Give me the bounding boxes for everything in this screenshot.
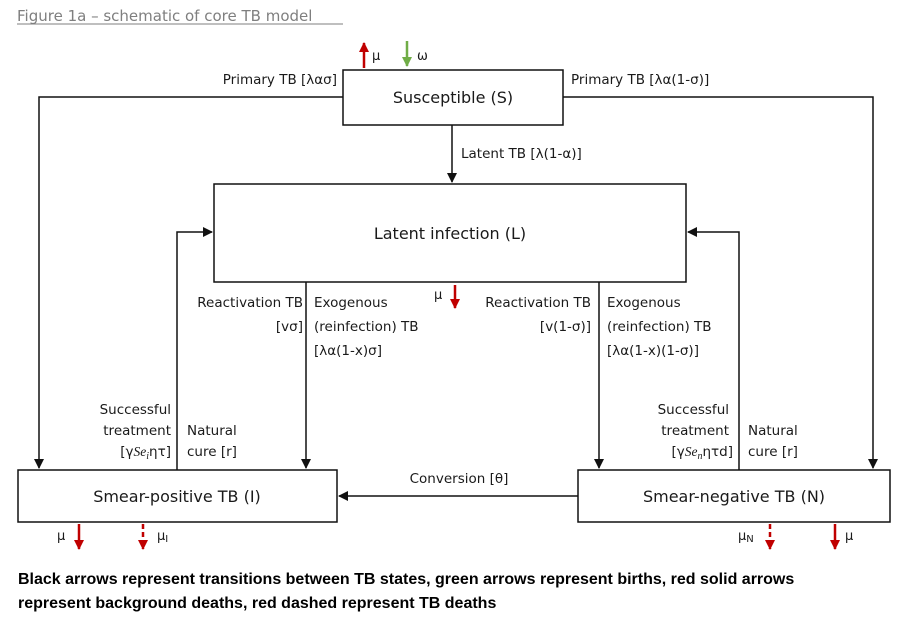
- natural-cure-left-line2: cure [r]: [187, 444, 237, 460]
- primary-tb-right-label: Primary TB [λα(1-σ)]: [571, 72, 709, 88]
- successful-treatment-left-line2: treatment: [103, 423, 171, 439]
- i-tb-death-label: μI: [157, 529, 168, 545]
- successful-treatment-right-line3: [γSenητd]: [671, 444, 733, 462]
- reactivation-left-line2: [vσ]: [276, 319, 303, 335]
- treatment-cure-left-arrow: [176, 227, 213, 470]
- latent-label: Latent infection (L): [374, 224, 526, 243]
- primary-tb-right-arrow: [563, 96, 878, 469]
- primary-tb-left-label: Primary TB [λασ]: [223, 72, 337, 88]
- successful-treatment-right-line2: treatment: [661, 423, 729, 439]
- conversion-label: Conversion [θ]: [410, 471, 509, 487]
- reactivation-left-line1: Reactivation TB: [197, 295, 303, 311]
- latent-tb-label: Latent TB [λ(1-α)]: [461, 146, 582, 162]
- exogenous-left-line2: (reinfection) TB: [314, 319, 419, 335]
- reactivation-right-line1: Reactivation TB: [485, 295, 591, 311]
- latent-box: Latent infection (L): [213, 183, 687, 283]
- reactivation-right-line2: [v(1-σ)]: [540, 319, 591, 335]
- exogenous-right-line1: Exogenous: [607, 295, 681, 311]
- birth-label: ω: [417, 49, 428, 64]
- natural-cure-left-line1: Natural: [187, 423, 237, 439]
- treatment-cure-right-arrow: [687, 227, 740, 470]
- smear-positive-label: Smear-positive TB (I): [93, 487, 261, 506]
- successful-treatment-right-line1: Successful: [658, 402, 729, 418]
- successful-treatment-left-line3: [γSeiητ]: [120, 444, 171, 462]
- exogenous-left-line3: [λα(1-x)σ]: [314, 343, 382, 359]
- susceptible-label: Susceptible (S): [393, 88, 513, 107]
- i-background-death-label: μ: [57, 529, 65, 544]
- smear-positive-box: Smear-positive TB (I): [17, 469, 338, 523]
- n-background-death-label: μ: [845, 529, 853, 544]
- exogenous-right-line3: [λα(1-x)(1-σ)]: [607, 343, 699, 359]
- successful-treatment-left-line1: Successful: [100, 402, 171, 418]
- primary-tb-left-arrow: [34, 96, 343, 469]
- natural-cure-right-line2: cure [r]: [748, 444, 798, 460]
- smear-negative-box: Smear-negative TB (N): [577, 469, 891, 523]
- figure-title: Figure 1a – schematic of core TB model: [17, 7, 312, 25]
- caption-line-1: Black arrows represent transitions betwe…: [18, 571, 794, 588]
- s-background-death-label: μ: [372, 49, 380, 64]
- smear-negative-label: Smear-negative TB (N): [643, 487, 825, 506]
- susceptible-box: Susceptible (S): [342, 69, 564, 126]
- l-background-death-label: μ: [434, 288, 442, 303]
- natural-cure-right-line1: Natural: [748, 423, 798, 439]
- caption-line-2: represent background deaths, red dashed …: [18, 595, 496, 612]
- n-tb-death-label: μN: [738, 529, 754, 545]
- exogenous-left-line1: Exogenous: [314, 295, 388, 311]
- exogenous-right-line2: (reinfection) TB: [607, 319, 712, 335]
